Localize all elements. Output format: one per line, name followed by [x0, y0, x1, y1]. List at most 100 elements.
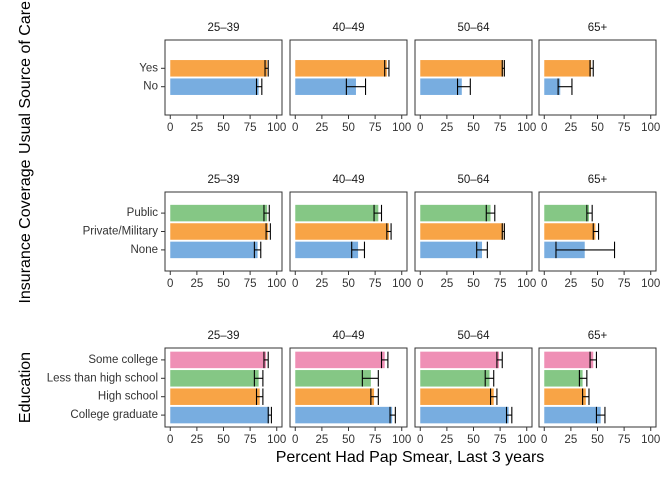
- bar: [544, 370, 583, 387]
- x-tick-label: 50: [591, 122, 604, 134]
- facet-panel: [289, 39, 408, 116]
- y-tick-label: Less than high school: [47, 372, 158, 384]
- y-tick-label: College graduate: [70, 409, 158, 421]
- x-tick-label: 75: [244, 122, 257, 134]
- y-tick-label: None: [131, 244, 159, 256]
- x-tick-label: 0: [541, 122, 547, 134]
- x-tick-label: 25: [315, 122, 328, 134]
- x-tick-label: 75: [369, 434, 382, 446]
- x-tick-label: 25: [440, 122, 453, 134]
- bar: [170, 60, 268, 77]
- bar: [420, 370, 490, 387]
- y-tick-label: Public: [127, 207, 159, 219]
- x-tick-label: 25: [190, 434, 203, 446]
- x-tick-label: 0: [541, 278, 547, 290]
- y-tick-label: Some college: [88, 354, 158, 366]
- bar: [420, 78, 462, 95]
- bar: [295, 60, 387, 77]
- bar: [420, 223, 504, 240]
- x-tick-label: 50: [467, 278, 480, 290]
- x-tick-label: 25: [190, 122, 203, 134]
- facet-panel: [414, 39, 533, 116]
- bar: [295, 204, 379, 222]
- x-tick-label: 50: [467, 434, 480, 446]
- x-tick-label: 75: [369, 122, 382, 134]
- facet-strip-label: 65+: [588, 330, 608, 342]
- x-tick-label: 25: [564, 434, 577, 446]
- facet-strip-label: 25–39: [208, 330, 240, 342]
- bar: [170, 370, 259, 387]
- facet-strip-label: 50–64: [458, 22, 491, 34]
- x-tick-label: 0: [417, 434, 423, 446]
- x-tick-label: 50: [342, 278, 355, 290]
- x-tick-label: 100: [392, 278, 411, 290]
- x-tick-label: 25: [315, 278, 328, 290]
- x-tick-label: 50: [217, 278, 230, 290]
- x-tick-label: 50: [591, 434, 604, 446]
- x-tick-label: 75: [244, 278, 257, 290]
- x-tick-label: 0: [541, 434, 547, 446]
- bar: [544, 406, 601, 424]
- x-tick-label: 50: [217, 122, 230, 134]
- bar: [420, 388, 494, 405]
- x-tick-label: 0: [292, 122, 298, 134]
- bar: [544, 223, 596, 240]
- bar: [420, 351, 500, 369]
- bar: [170, 351, 267, 369]
- y-tick-label: High school: [98, 391, 158, 403]
- bar: [544, 78, 561, 95]
- bar: [295, 78, 356, 95]
- y-tick-label: Private/Military: [83, 226, 159, 238]
- facet-strip-label: 50–64: [458, 174, 491, 186]
- x-tick-label: 75: [618, 122, 631, 134]
- bar: [295, 223, 389, 240]
- row-axis-title: Usual Source of Care: [17, 1, 34, 154]
- bar: [170, 388, 260, 405]
- facet-panel: [538, 39, 657, 116]
- x-tick-label: 75: [494, 278, 507, 290]
- x-tick-label: 25: [564, 122, 577, 134]
- bar: [170, 204, 268, 222]
- bar: [170, 241, 258, 259]
- bar: [295, 370, 371, 387]
- row-axis-title: Insurance Coverage: [17, 159, 34, 303]
- x-tick-label: 75: [494, 122, 507, 134]
- x-tick-label: 100: [517, 434, 536, 446]
- x-tick-label: 100: [267, 278, 286, 290]
- x-tick-label: 50: [591, 278, 604, 290]
- x-tick-label: 50: [467, 122, 480, 134]
- bar: [544, 351, 594, 369]
- facet-strip-label: 40–49: [333, 174, 365, 186]
- facet-strip-label: 65+: [588, 22, 608, 34]
- x-tick-label: 0: [167, 122, 173, 134]
- bar: [420, 406, 509, 424]
- x-tick-label: 0: [167, 278, 173, 290]
- x-tick-label: 100: [641, 278, 660, 290]
- x-tick-label: 100: [641, 122, 660, 134]
- bar: [295, 406, 393, 424]
- x-tick-label: 0: [167, 434, 173, 446]
- x-tick-label: 100: [517, 278, 536, 290]
- x-tick-label: 25: [564, 278, 577, 290]
- bar: [170, 406, 270, 424]
- x-tick-label: 25: [440, 434, 453, 446]
- bar: [420, 204, 491, 222]
- y-tick-label: No: [143, 81, 158, 93]
- x-tick-label: 100: [392, 434, 411, 446]
- x-tick-label: 0: [292, 278, 298, 290]
- x-tick-label: 0: [417, 278, 423, 290]
- x-tick-label: 0: [292, 434, 298, 446]
- bar: [295, 388, 375, 405]
- bar: [420, 241, 483, 259]
- x-tick-label: 75: [494, 434, 507, 446]
- facet-strip-label: 40–49: [333, 22, 365, 34]
- x-tick-label: 75: [369, 278, 382, 290]
- bar: [170, 78, 259, 95]
- bar: [420, 60, 504, 77]
- x-tick-label: 100: [267, 122, 286, 134]
- x-axis-title: Percent Had Pap Smear, Last 3 years: [276, 449, 545, 466]
- x-tick-label: 100: [392, 122, 411, 134]
- bar: [544, 60, 592, 77]
- x-tick-label: 50: [217, 434, 230, 446]
